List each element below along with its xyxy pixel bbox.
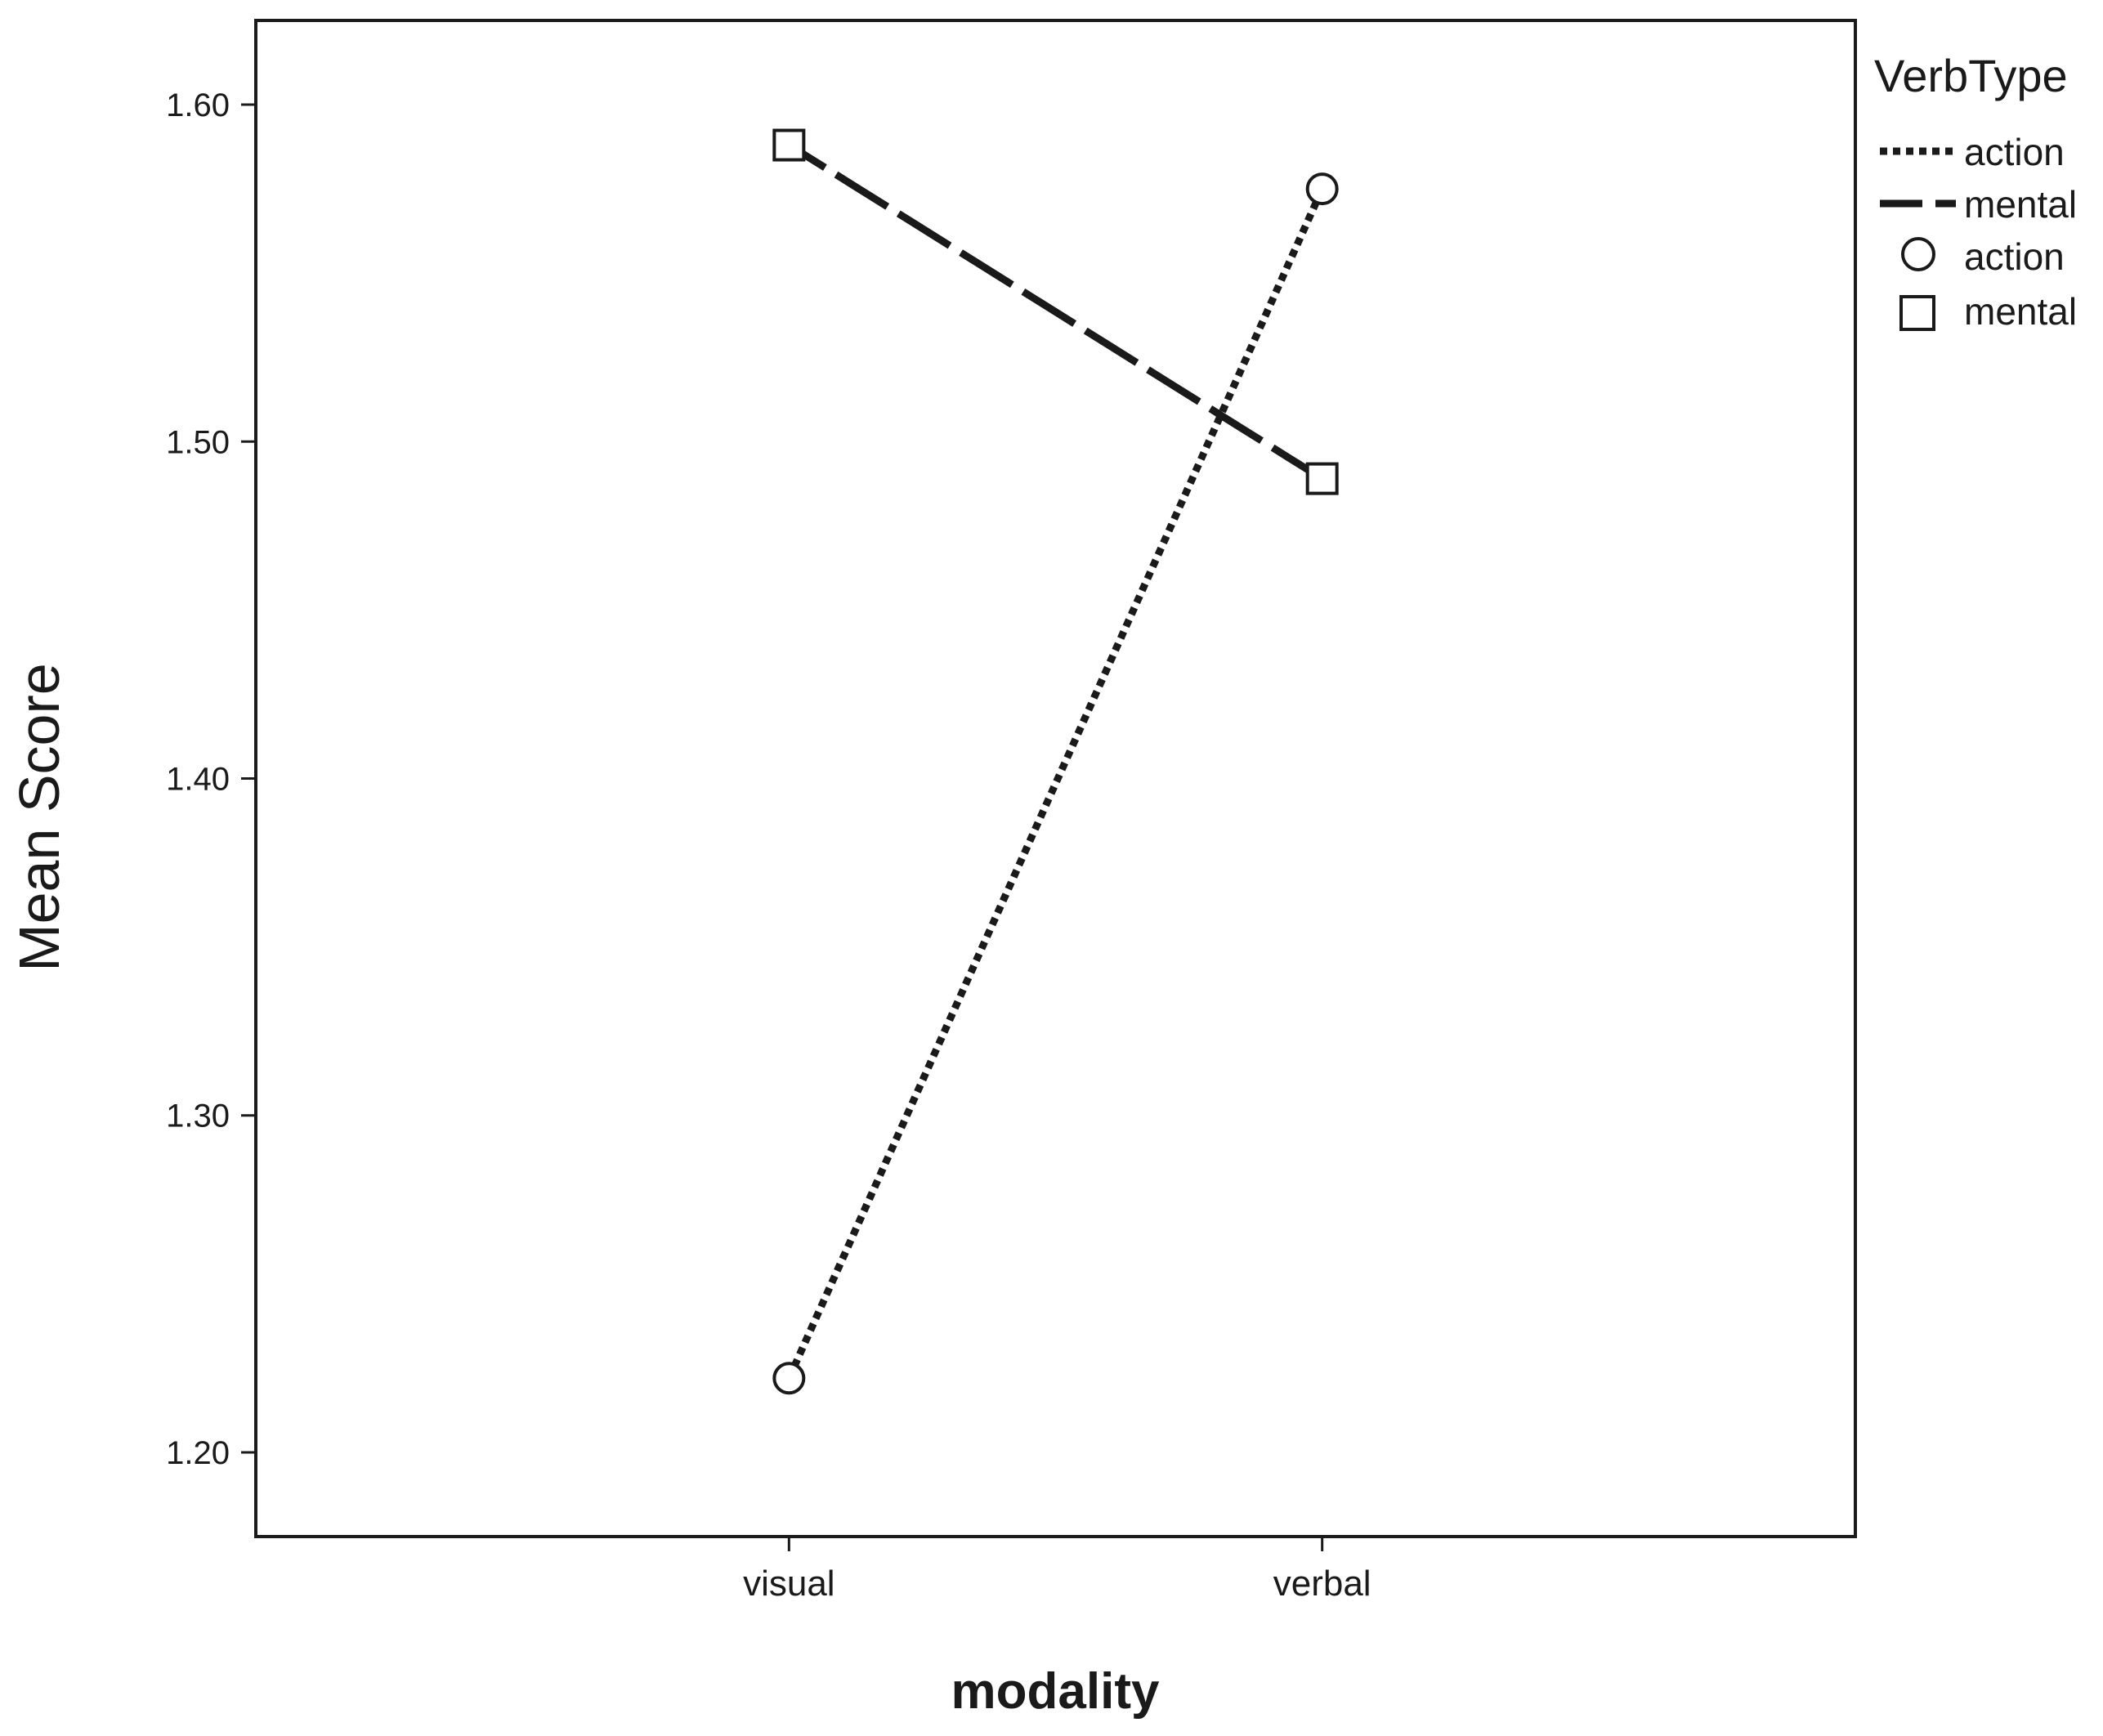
legend-line-action-label: action — [1964, 131, 2065, 173]
point-action — [772, 1362, 806, 1395]
legend: VerbType action mental action mental — [1874, 50, 2077, 333]
y-tick-label: 1.40 — [166, 762, 230, 798]
y-tick-label: 1.50 — [166, 424, 230, 460]
series-line-mental — [786, 141, 1325, 482]
y-axis: 1.20 1.30 1.40 1.50 1.60 — [166, 87, 256, 1471]
y-tick-label: 1.30 — [166, 1098, 230, 1134]
y-tick-label: 1.20 — [166, 1435, 230, 1471]
legend-marker-mental-label: mental — [1964, 290, 2077, 333]
x-axis: visual verbal — [743, 1537, 1371, 1604]
legend-marker-action-swatch — [1901, 237, 1935, 271]
point-mental — [772, 128, 806, 162]
x-tick-label: visual — [743, 1564, 835, 1604]
y-tick-label: 1.60 — [166, 87, 230, 123]
series-layer — [772, 128, 1339, 1395]
legend-marker-mental-swatch — [1899, 295, 1935, 331]
point-action — [1305, 172, 1339, 206]
series-line-action — [785, 187, 1326, 1380]
x-tick-label: verbal — [1273, 1564, 1371, 1604]
point-mental — [1305, 462, 1339, 495]
legend-marker-action-label: action — [1964, 235, 2065, 278]
y-axis-title: Mean Score — [7, 663, 71, 971]
x-axis-title: modality — [951, 1663, 1160, 1720]
legend-line-mental-label: mental — [1964, 183, 2077, 226]
legend-title: VerbType — [1874, 50, 2068, 101]
